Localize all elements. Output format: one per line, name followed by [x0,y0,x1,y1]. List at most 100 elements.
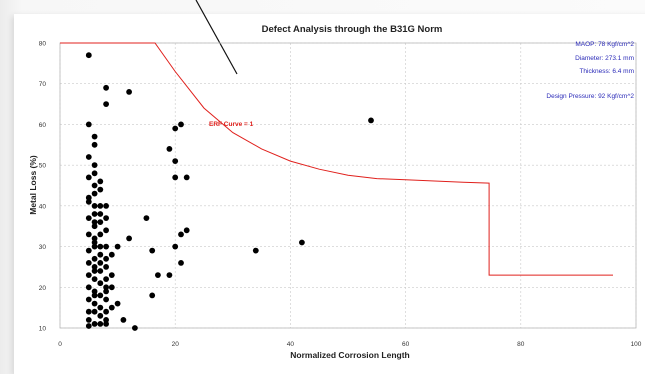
data-point [103,308,109,315]
data-point [172,243,179,250]
data-point [91,235,98,242]
data-point [91,162,98,169]
data-point [85,174,92,181]
data-point [103,284,109,291]
data-point [178,260,184,266]
data-point [172,174,179,181]
x-axis-label: Normalized Corrosion Length [290,350,409,360]
data-point [252,247,259,254]
data-point [85,260,92,266]
data-point [172,125,179,132]
data-point [97,231,104,238]
data-point [91,264,98,270]
data-point [149,292,156,299]
pointer-line [195,0,238,75]
data-point [97,178,104,185]
data-point [178,121,184,128]
y-tick-label: 40 [39,203,47,210]
data-point [85,198,92,205]
data-point [97,211,104,217]
data-point [97,312,104,319]
x-tick-label: 80 [517,341,525,348]
y-tick-label: 80 [39,41,47,48]
data-point [85,52,92,59]
data-point [172,158,179,165]
data-point [97,292,104,299]
data-point [91,300,98,307]
data-point [103,276,109,282]
data-point [85,231,92,238]
data-point [103,227,109,234]
y-axis-ticks: 10 20 30 40 50 60 70 80 [39,41,47,333]
data-point [91,243,98,250]
data-point [85,308,92,315]
data-point [97,304,104,311]
erf-curve-line [60,42,613,276]
data-point [91,170,98,177]
data-point [85,317,92,323]
maop-info: MAOP: 78 Kgf/cm^2 [575,41,634,48]
data-point [85,154,92,160]
data-point [85,121,92,128]
data-point [299,239,305,246]
chart-title: Defect Analysis through the B31G Norm [262,24,443,35]
data-point [91,255,98,262]
data-point [85,272,92,278]
data-point [103,84,109,91]
y-tick-label: 70 [39,81,47,88]
data-point [97,280,104,287]
data-point [108,251,115,258]
data-point [85,323,92,329]
x-tick-label: 20 [172,341,180,348]
y-tick-label: 50 [39,163,47,170]
data-point [91,182,98,189]
thickness-info: Thickness: 6.4 mm [579,68,634,75]
plot-frame [59,42,637,329]
data-point [183,174,190,181]
data-point [103,321,109,327]
data-point [97,321,104,327]
data-point [108,304,115,311]
erf-curve-label: ERF Curve = 1 [209,121,254,128]
data-point [166,272,173,278]
data-point [103,255,109,262]
data-point [91,219,98,226]
chart-card [14,14,645,374]
data-point [103,101,109,107]
data-point [91,223,98,230]
data-point [126,89,132,95]
data-point [91,276,98,282]
data-point [85,296,92,303]
data-point [91,268,98,274]
data-point [91,133,98,140]
data-point [120,317,127,323]
data-point [91,321,98,327]
data-point [114,243,121,250]
data-point [103,243,109,250]
data-point [183,227,190,234]
x-tick-label: 40 [287,341,295,348]
data-point [368,117,374,124]
data-point [103,288,109,295]
data-point [97,219,104,226]
data-point [91,288,98,295]
x-tick-label: 60 [402,341,410,348]
data-point [103,215,109,222]
data-point [97,251,104,258]
scatter-points [85,52,374,331]
x-axis-ticks: 0 20 40 60 80 100 [58,341,642,348]
data-point [91,211,98,217]
data-point [91,203,98,209]
diameter-info: Diameter: 273.1 mm [575,55,634,62]
data-point [97,260,104,266]
data-point [97,243,104,250]
data-point [103,317,109,323]
data-point [114,300,121,307]
data-point [103,296,109,303]
data-point [91,190,98,197]
x-tick-label: 100 [631,341,642,348]
data-point [103,203,109,209]
data-point [166,146,173,152]
data-point [97,203,104,209]
y-axis-label: Metal Loss (%) [28,155,38,215]
